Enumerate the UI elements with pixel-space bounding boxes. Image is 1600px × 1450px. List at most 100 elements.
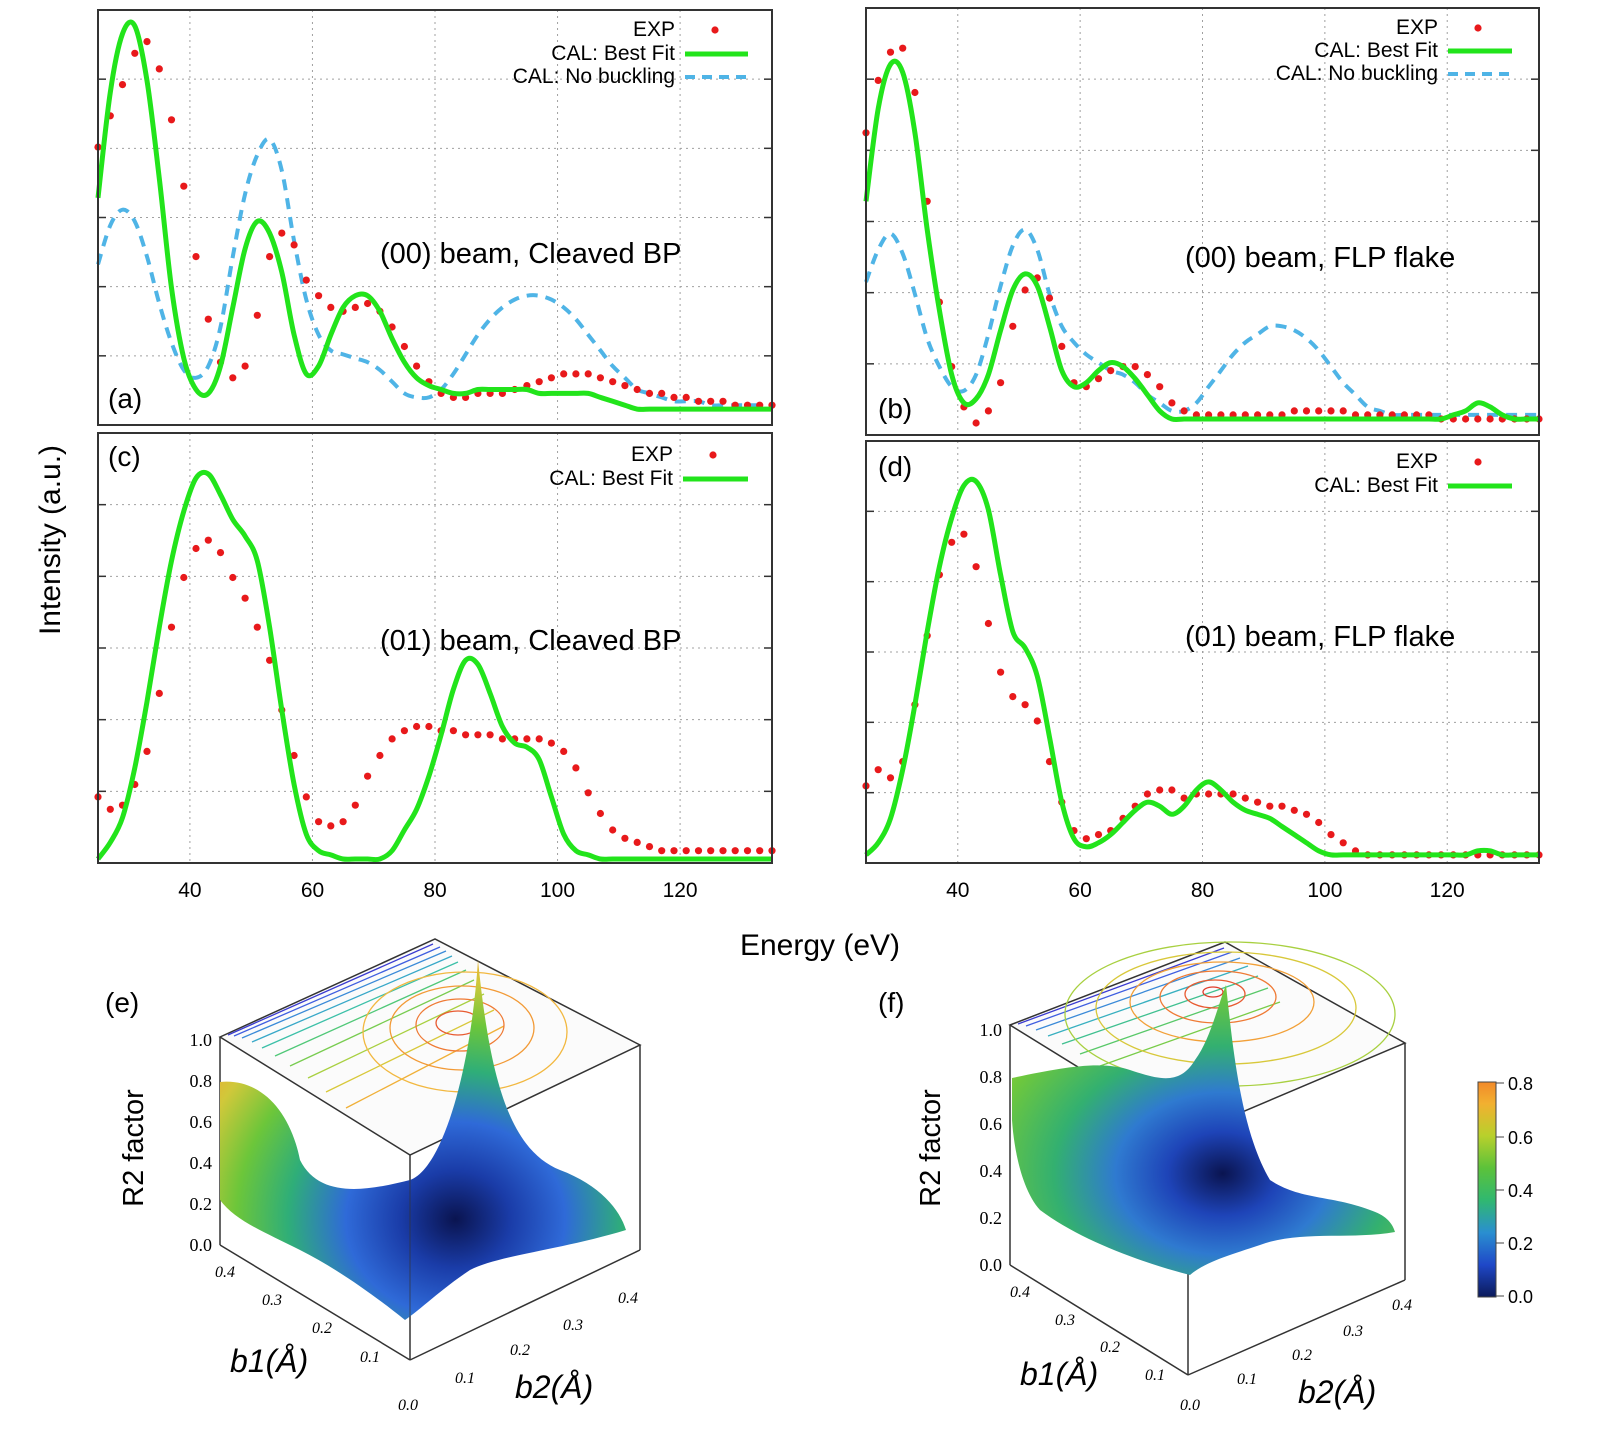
exp-data-point [682,393,690,401]
panel-b-label: (b) [878,393,912,424]
x-tick-label: 40 [946,879,969,902]
exp-data-point [547,739,556,747]
b1-tick-label: 0.2 [1100,1339,1120,1356]
exp-data-point [351,801,359,809]
exp-data-point [1278,802,1286,810]
legend-exp-marker [1474,458,1482,466]
best-fit-line [95,469,772,863]
exp-data-point [1058,342,1066,350]
exp-data-point [1009,693,1017,701]
b1-tick-label: 0.3 [1055,1312,1075,1329]
b1-tick-label: 0.4 [1010,1284,1030,1301]
exp-data-point [584,370,592,378]
exp-data-point [1327,831,1335,839]
z-tick-label: 0.4 [190,1153,213,1173]
b2-tick-label: 0.2 [510,1342,530,1359]
exp-data-point [560,747,568,756]
panel-c-legend: EXP CAL: Best Fit [549,443,748,490]
panel-a-title: (00) beam, Cleaved BP [380,238,681,270]
exp-data-point [874,76,882,84]
exp-data-point [719,397,727,405]
panel-a-frame [97,9,773,426]
exp-data-point [315,818,323,826]
exp-data-point [1180,407,1188,415]
exp-data-point [731,847,739,855]
legend-exp-marker [1474,24,1482,32]
exp-data-point [327,822,335,830]
exp-data-point [118,81,127,89]
exp-data-point [278,229,286,237]
exp-data-point [388,735,396,743]
z-tick-label: 0.0 [190,1235,213,1255]
panel-c-frame [97,432,773,864]
b2-tick-label: 0.0 [398,1397,418,1414]
exp-data-point [253,311,261,319]
exp-data-point [327,303,335,311]
exp-data-point [1339,839,1347,847]
legend-best-label: CAL: Best Fit [551,42,675,65]
best-fit-line [864,476,1539,858]
legend-exp-label: EXP [1396,16,1438,39]
exp-data-point [216,549,225,557]
panel-b-best-fit-series [863,58,1539,423]
exp-data-point [633,838,641,847]
panel-c-label: (c) [108,441,141,472]
x-tick-label: 60 [301,879,324,902]
panel-f-box-edge [1187,1279,1406,1376]
exp-data-point [621,834,629,842]
panel-a-grid [98,10,772,425]
panel-f-label: (f) [878,987,904,1018]
exp-data-point [229,374,237,382]
x-tick-label: 40 [178,879,201,902]
exp-data-point [143,747,151,756]
exp-data-point [1168,399,1176,407]
colorbar-tick-label: 0.8 [1508,1074,1533,1094]
exp-data-point [413,722,421,731]
panel-a: (a) (00) beam, Cleaved BP EXP CAL: Best … [94,9,776,426]
b1-tick-label: 0.3 [262,1292,282,1309]
exp-data-point [984,407,993,415]
exp-data-point [155,65,163,73]
colorbar-ticks: 0.8 0.6 0.4 0.2 0.0 [1496,1074,1533,1307]
panel-c-best-fit-series [95,469,772,863]
exp-data-point [670,393,678,401]
exp-data-point [143,38,151,46]
exp-data-point [670,847,678,855]
panel-e: (e) 0.0 0.2 [105,938,642,1414]
b2-tick-label: 0.1 [1237,1371,1257,1388]
exp-data-point [984,619,993,628]
exp-data-point [1486,415,1494,423]
exp-data-point [167,623,176,631]
panel-a-legend: EXP CAL: Best Fit CAL: No buckling [513,18,748,88]
exp-data-point [997,668,1005,676]
panel-a-label: (a) [108,383,142,414]
exp-data-point [1229,790,1237,798]
exp-data-point [400,342,408,351]
panel-e-b2-label: b2(Å) [515,1369,593,1405]
exp-data-point [1143,371,1151,379]
exp-data-point [1241,794,1249,802]
x-tick-label: 100 [1307,879,1342,902]
exp-data-point [596,809,605,818]
exp-data-point [449,727,457,735]
b1-tick-label: 0.1 [360,1349,380,1366]
exp-data-point [1254,798,1262,806]
panel-e-surface [220,960,626,1320]
exp-data-point [167,116,176,124]
exp-data-point [682,847,690,855]
panel-d-frame [865,440,1540,864]
legend-nobuck-label: CAL: No buckling [513,65,675,88]
exp-data-point [1094,831,1103,839]
exp-data-point [972,563,980,571]
z-tick-label: 0.2 [190,1194,213,1214]
colorbar-tick-label: 0.4 [1508,1181,1533,1201]
exp-data-point [180,182,188,190]
panel-f-b2-label: b2(Å) [1298,1374,1376,1410]
exp-data-point [645,843,654,851]
exp-data-point [560,370,568,378]
exp-data-point [1205,790,1213,798]
z-tick-label: 0.8 [190,1071,213,1091]
no-buckling-line [96,136,772,408]
exp-data-point [1156,383,1164,391]
